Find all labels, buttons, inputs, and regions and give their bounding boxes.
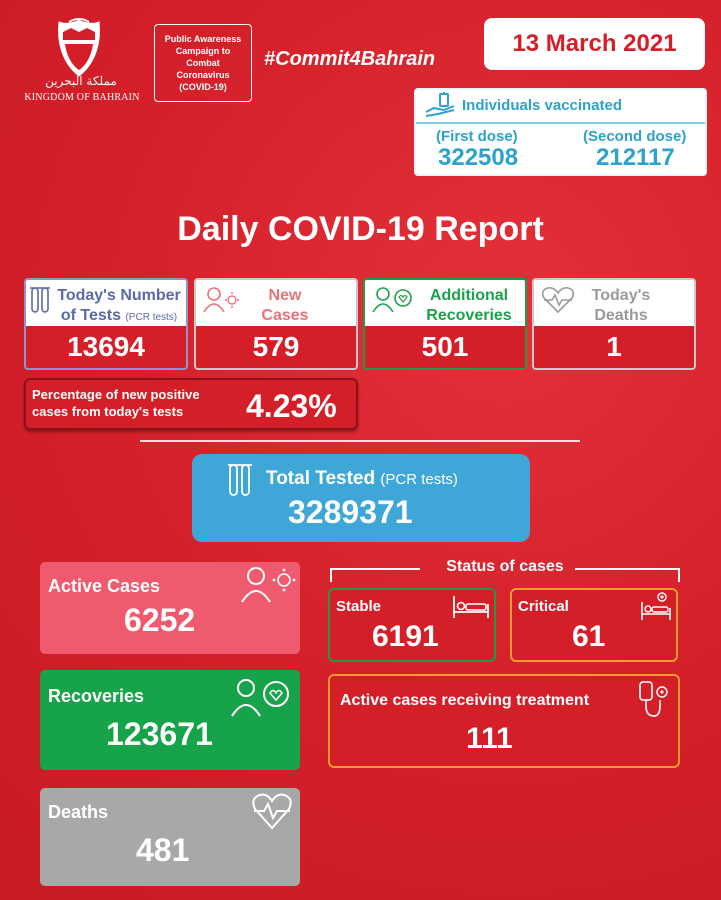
tests-value: 13694	[24, 326, 188, 370]
tests-label-line1: Today's Number	[57, 287, 181, 304]
recoveries-label: Additional Recoveries	[414, 286, 524, 326]
recoveries-label-line1: Additional	[429, 287, 509, 304]
total-recoveries-card	[40, 670, 300, 770]
vaccination-panel	[414, 88, 707, 176]
heartbeat-icon	[540, 286, 576, 314]
deaths-label-line2: Deaths	[594, 307, 648, 324]
tests-label-sub: (PCR tests)	[125, 312, 178, 323]
recoveries-card: 501	[363, 278, 527, 370]
status-bracket-tick-left	[330, 568, 332, 582]
kingdom-name-english: KINGDOM OF BAHRAIN	[24, 92, 140, 103]
campaign-text: Public Awareness Campaign to Combat Coro…	[164, 34, 242, 92]
new-cases-card-header	[194, 278, 358, 326]
total-tested-title: Total Tested	[266, 468, 376, 489]
bahrain-emblem-icon	[55, 18, 103, 80]
treatment-card	[328, 674, 680, 768]
heartbeat-white-icon	[250, 792, 294, 830]
total-recoveries-label: Recoveries	[48, 686, 145, 706]
positivity-label-line1: Percentage of new positive	[32, 387, 200, 402]
person-heart-icon	[371, 286, 413, 314]
stable-value: 6191	[372, 620, 439, 653]
hospital-bed-icon	[452, 594, 490, 620]
second-dose-label: (Second dose)	[583, 128, 687, 145]
hashtag: #Commit4Bahrain	[264, 48, 436, 70]
total-deaths-value: 481	[136, 832, 190, 868]
deaths-card: 1	[532, 278, 696, 370]
deaths-label-line1: Today's	[591, 287, 651, 304]
positivity-label: Percentage of new positive cases from to…	[32, 386, 200, 420]
status-bracket-right	[575, 568, 680, 570]
campaign-badge: Public Awareness Campaign to Combat Coro…	[154, 24, 252, 102]
tests-label-of: of Tests	[60, 307, 122, 324]
new-cases-label: New Cases	[240, 286, 330, 326]
vaccine-hand-icon	[424, 92, 458, 118]
total-tested-sub: (PCR tests)	[380, 471, 458, 488]
total-deaths-label: Deaths	[48, 802, 109, 822]
iv-drip-icon	[636, 680, 672, 720]
recoveries-label-line2: Recoveries	[426, 307, 512, 324]
treatment-value: 111	[466, 722, 513, 755]
first-dose-value: 322508	[438, 144, 519, 171]
treatment-label: Active cases receiving treatment	[340, 692, 590, 709]
active-cases-card	[40, 562, 300, 654]
critical-card	[510, 588, 678, 662]
active-cases-value: 6252	[124, 602, 196, 638]
tests-card: 13694	[24, 278, 188, 370]
vaccination-divider	[416, 122, 705, 124]
total-deaths-card	[40, 788, 300, 886]
deaths-label: Today's Deaths	[576, 286, 666, 326]
report-date: 13 March 2021	[484, 18, 705, 70]
status-title: Status of cases	[446, 558, 564, 575]
tests-label: Today's Number of Tests (PCR tests)	[52, 286, 186, 328]
kingdom-name-arabic: مملكة البحرين	[45, 74, 117, 88]
positivity-value: 4.23%	[246, 388, 337, 424]
person-heart-white-icon	[230, 678, 292, 718]
critical-label: Critical	[518, 598, 569, 615]
second-dose-value: 212117	[596, 144, 675, 171]
new-cases-card: 579	[194, 278, 358, 370]
total-tested-value: 3289371	[288, 494, 413, 530]
positivity-label-line2: cases from today's tests	[32, 404, 184, 419]
stable-label: Stable	[336, 598, 382, 615]
deaths-value: 1	[532, 326, 696, 370]
critical-value: 61	[572, 620, 606, 653]
new-cases-label-line2: Cases	[261, 307, 309, 324]
new-cases-label-line1: New	[268, 287, 302, 304]
new-cases-value: 579	[194, 326, 358, 370]
deaths-card-header	[532, 278, 696, 326]
active-cases-label: Active Cases	[48, 576, 161, 596]
total-recoveries-value: 123671	[106, 716, 213, 752]
section-divider	[140, 440, 580, 442]
recoveries-value: 501	[363, 326, 527, 370]
person-virus-icon	[202, 286, 240, 314]
person-virus-white-icon	[240, 566, 296, 604]
icu-bed-icon	[638, 592, 672, 622]
tests-card-header	[24, 278, 188, 326]
report-date-text: 13 March 2021	[512, 30, 677, 57]
status-bracket-left	[330, 568, 420, 570]
stable-card	[328, 588, 496, 662]
recoveries-card-header	[363, 278, 527, 326]
report-title: Daily COVID-19 Report	[177, 210, 544, 248]
first-dose-label: (First dose)	[436, 128, 518, 145]
positivity-box	[24, 378, 358, 430]
tests-label-line2: of Tests (PCR tests)	[52, 306, 186, 328]
total-test-tubes-icon	[228, 462, 252, 498]
test-tubes-icon	[30, 286, 50, 316]
total-tested-label: Total Tested (PCR tests)	[266, 468, 458, 490]
status-bracket-tick-right	[678, 568, 680, 582]
vaccination-title: Individuals vaccinated	[462, 97, 623, 114]
